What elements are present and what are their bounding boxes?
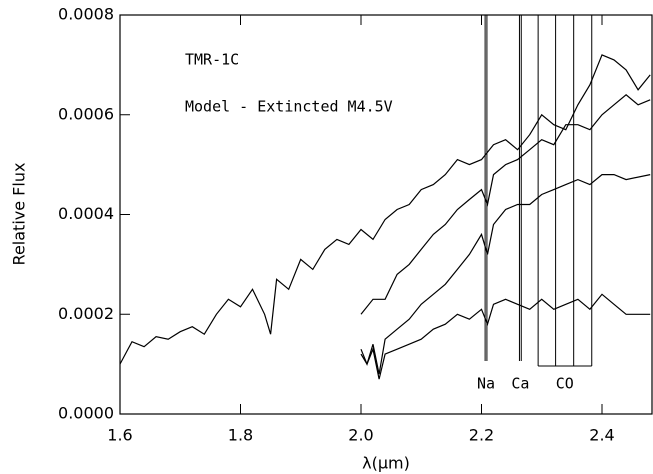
x-tick-label: 1.6 [107, 426, 132, 445]
feature-label: Na [477, 375, 495, 393]
y-tick-label: 0.0002 [58, 304, 114, 323]
series-line [360, 94, 651, 315]
y-tick-label: 0.0000 [58, 404, 114, 423]
y-tick-label: 0.0006 [58, 104, 114, 123]
series-line [119, 54, 651, 365]
series-line [360, 174, 651, 375]
y-axis-label: Relative Flux [10, 163, 29, 266]
y-tick-label: 0.0004 [58, 204, 114, 223]
series-line [360, 293, 651, 380]
x-tick-label: 2.4 [589, 426, 614, 445]
annotation: Model - Extincted M4.5V [185, 98, 393, 116]
annotation: TMR-1C [185, 51, 239, 69]
x-tick-label: 2.2 [469, 426, 494, 445]
x-tick-label: 2.0 [348, 426, 373, 445]
x-tick-label: 1.8 [228, 426, 253, 445]
y-tick-label: 0.0008 [58, 5, 114, 24]
feature-label: Ca [511, 375, 529, 393]
feature-label: CO [556, 375, 574, 393]
x-axis-label: λ(μm) [362, 454, 410, 473]
